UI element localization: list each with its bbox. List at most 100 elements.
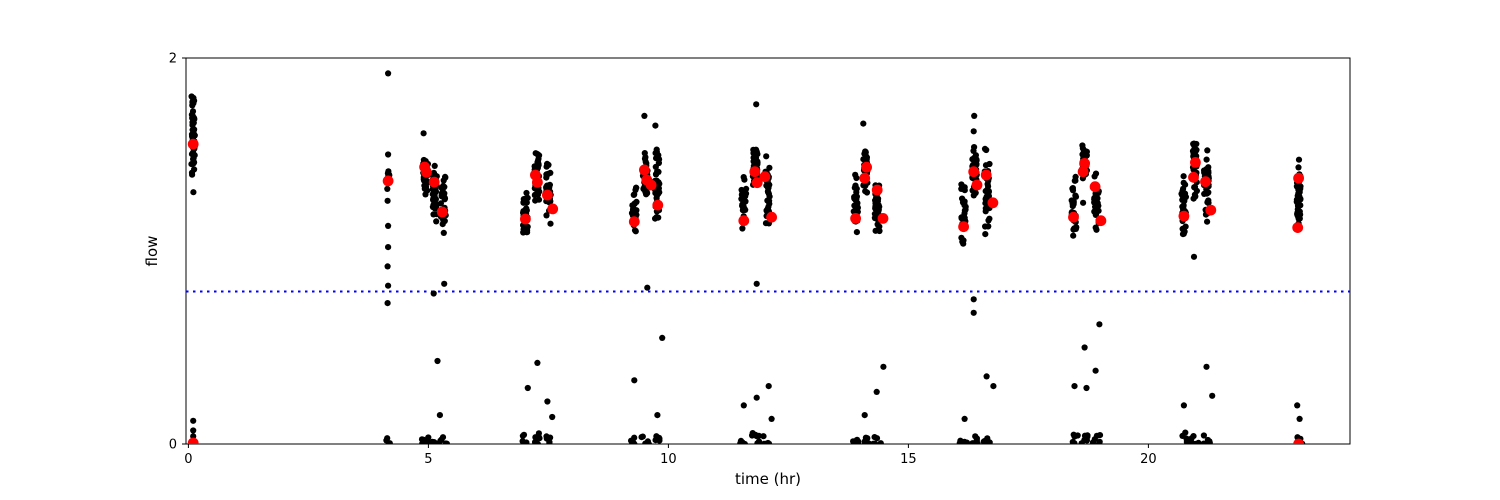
median-point bbox=[1178, 210, 1190, 222]
data-point bbox=[763, 153, 770, 160]
data-point bbox=[425, 434, 432, 441]
data-point bbox=[984, 181, 991, 188]
data-point bbox=[1191, 191, 1198, 198]
median-point bbox=[542, 189, 553, 201]
y-axis-label: flow bbox=[143, 235, 161, 267]
median-point bbox=[738, 215, 750, 227]
sample-points bbox=[188, 70, 1306, 444]
data-point bbox=[385, 151, 392, 158]
data-point bbox=[985, 217, 992, 224]
median-point bbox=[861, 161, 872, 173]
data-point bbox=[443, 440, 450, 444]
data-point bbox=[740, 174, 747, 181]
data-point bbox=[384, 170, 391, 177]
data-point bbox=[855, 438, 862, 444]
median-point bbox=[987, 197, 999, 209]
x-tick-label: 5 bbox=[424, 452, 432, 467]
data-point bbox=[1180, 179, 1187, 186]
data-point bbox=[753, 148, 760, 155]
data-point bbox=[655, 214, 662, 221]
data-point bbox=[1183, 439, 1190, 444]
data-point bbox=[961, 200, 968, 207]
data-point bbox=[760, 433, 767, 440]
data-point bbox=[433, 218, 440, 225]
median-point bbox=[877, 213, 889, 224]
data-point bbox=[431, 162, 438, 169]
data-point bbox=[982, 162, 990, 169]
data-point bbox=[1083, 384, 1090, 392]
data-point bbox=[740, 402, 747, 409]
data-point bbox=[1070, 198, 1077, 205]
data-point bbox=[1081, 437, 1088, 444]
data-point bbox=[441, 280, 448, 287]
data-point bbox=[1069, 185, 1076, 192]
median-point bbox=[1205, 204, 1217, 216]
data-point bbox=[190, 127, 197, 134]
data-point bbox=[422, 178, 429, 185]
data-point bbox=[523, 205, 530, 212]
data-point bbox=[1093, 226, 1100, 233]
median-point bbox=[436, 206, 448, 218]
median-point bbox=[958, 221, 969, 233]
data-point bbox=[851, 184, 858, 191]
data-point bbox=[1195, 439, 1202, 444]
data-point bbox=[1093, 432, 1100, 439]
data-point bbox=[1204, 218, 1211, 225]
data-point bbox=[429, 438, 436, 444]
median-point bbox=[421, 166, 432, 178]
data-point bbox=[958, 185, 965, 192]
data-point bbox=[863, 189, 871, 196]
data-point bbox=[520, 431, 528, 438]
data-point bbox=[630, 191, 637, 198]
median-point bbox=[645, 179, 657, 191]
data-point bbox=[631, 227, 639, 234]
data-point bbox=[532, 197, 539, 204]
data-point bbox=[640, 185, 647, 192]
data-point bbox=[632, 186, 639, 194]
data-point bbox=[1200, 440, 1207, 444]
median-point bbox=[1293, 172, 1304, 184]
median-point bbox=[547, 203, 559, 215]
data-point bbox=[754, 440, 761, 444]
data-point bbox=[872, 200, 879, 207]
data-point bbox=[982, 205, 989, 212]
data-point bbox=[546, 439, 553, 444]
data-point bbox=[532, 439, 539, 444]
data-point bbox=[190, 417, 197, 424]
data-point bbox=[1297, 183, 1304, 190]
data-point bbox=[434, 357, 441, 365]
data-point bbox=[990, 383, 997, 390]
data-point bbox=[655, 159, 663, 167]
data-point bbox=[547, 220, 554, 227]
data-point bbox=[1081, 344, 1088, 351]
data-point bbox=[1190, 433, 1197, 440]
data-point bbox=[960, 213, 968, 220]
data-point bbox=[1180, 173, 1187, 180]
data-point bbox=[189, 108, 197, 115]
data-point bbox=[439, 434, 447, 441]
data-point bbox=[1182, 223, 1189, 230]
median-point bbox=[1077, 166, 1089, 178]
data-point bbox=[385, 244, 392, 251]
data-point bbox=[436, 412, 443, 419]
data-point bbox=[531, 192, 539, 199]
median-point bbox=[751, 177, 763, 189]
data-point bbox=[1295, 164, 1302, 171]
data-point bbox=[190, 189, 197, 196]
data-point bbox=[753, 101, 760, 108]
median-point bbox=[1190, 157, 1201, 168]
median-points bbox=[187, 138, 1304, 444]
data-point bbox=[1295, 156, 1303, 163]
data-point bbox=[384, 197, 391, 204]
median-point bbox=[628, 216, 640, 228]
data-point bbox=[982, 231, 989, 238]
data-point bbox=[437, 200, 444, 207]
data-point bbox=[384, 263, 391, 270]
data-point bbox=[1181, 192, 1188, 200]
data-point bbox=[189, 119, 196, 126]
median-point bbox=[382, 175, 394, 187]
data-point bbox=[970, 128, 977, 135]
median-point bbox=[1095, 215, 1107, 227]
